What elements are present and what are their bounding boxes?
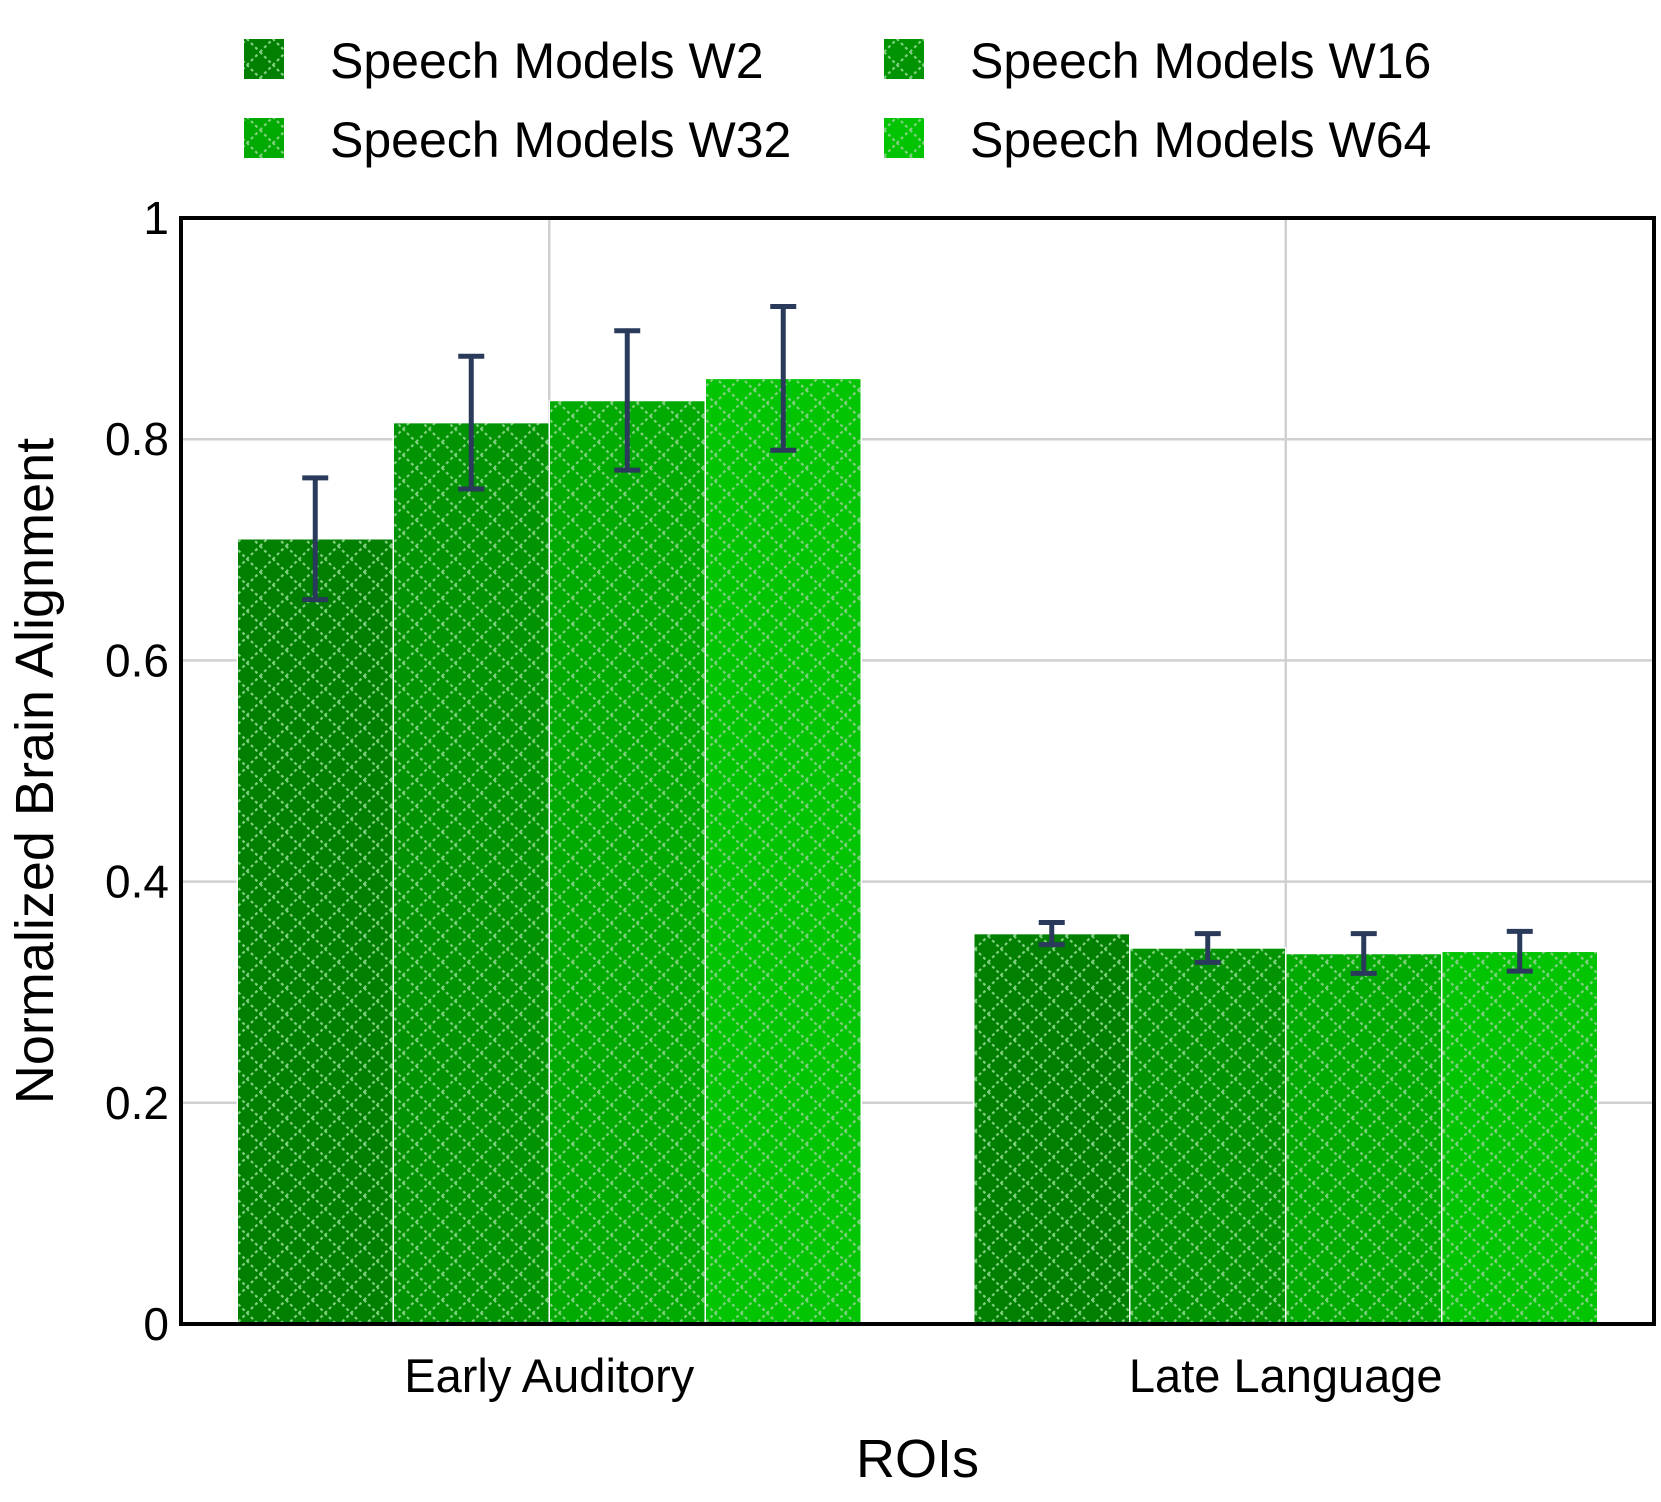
x-category-labels: Early Auditory Late Language (404, 1349, 1442, 1402)
legend-label: Speech Models W2 (330, 33, 764, 89)
bar-late-language-w32 (1285, 952, 1443, 1325)
y-tick-label: 1 (143, 192, 169, 244)
y-tick-label: 0 (143, 1298, 169, 1350)
x-category-label: Late Language (1129, 1349, 1443, 1402)
error-bar (770, 303, 797, 453)
plot-frame (179, 216, 1656, 1326)
legend-item: Speech Models W16 (884, 33, 1431, 89)
legend-swatch (244, 39, 284, 79)
bar-early-auditory-w64 (704, 377, 862, 1325)
error-bar (302, 475, 329, 603)
error-bar (458, 353, 485, 492)
legend: Speech Models W2 Speech Models W16 Speech … (244, 33, 1431, 168)
y-axis-title: Normalized Brain Alignment (5, 438, 65, 1104)
y-tick-label: 0.6 (105, 634, 169, 686)
legend-label: Speech Models W16 (970, 33, 1431, 89)
bar-late-language-w16 (1129, 947, 1287, 1325)
legend-swatch (884, 118, 924, 158)
legend-swatch (884, 39, 924, 79)
error-bar (1194, 931, 1221, 965)
error-bar (1506, 928, 1533, 974)
bar-early-auditory-w32 (548, 399, 706, 1325)
bars (236, 377, 1599, 1325)
error-bars (302, 303, 1533, 976)
bar-early-auditory-w16 (392, 421, 550, 1325)
y-tick-label: 0.8 (105, 413, 169, 465)
legend-label: Speech Models W64 (970, 112, 1431, 168)
x-category-label: Early Auditory (404, 1349, 694, 1402)
y-tick-label: 0.2 (105, 1077, 169, 1129)
legend-label: Speech Models W32 (330, 112, 791, 168)
legend-swatch (244, 118, 284, 158)
bar-late-language-w64 (1441, 950, 1599, 1325)
bar-late-language-w2 (973, 932, 1131, 1325)
legend-item: Speech Models W32 (244, 112, 791, 168)
y-tick-label: 0.4 (105, 856, 169, 908)
legend-item: Speech Models W2 (244, 33, 764, 89)
y-tick-labels: 0 0.2 0.4 0.6 0.8 1 (105, 192, 169, 1350)
error-bar (614, 328, 641, 473)
bar-early-auditory-w2 (236, 537, 394, 1325)
legend-item: Speech Models W64 (884, 112, 1431, 168)
x-axis-title: ROIs (856, 1429, 979, 1489)
error-bar (1350, 931, 1377, 976)
error-bar (1038, 920, 1065, 948)
